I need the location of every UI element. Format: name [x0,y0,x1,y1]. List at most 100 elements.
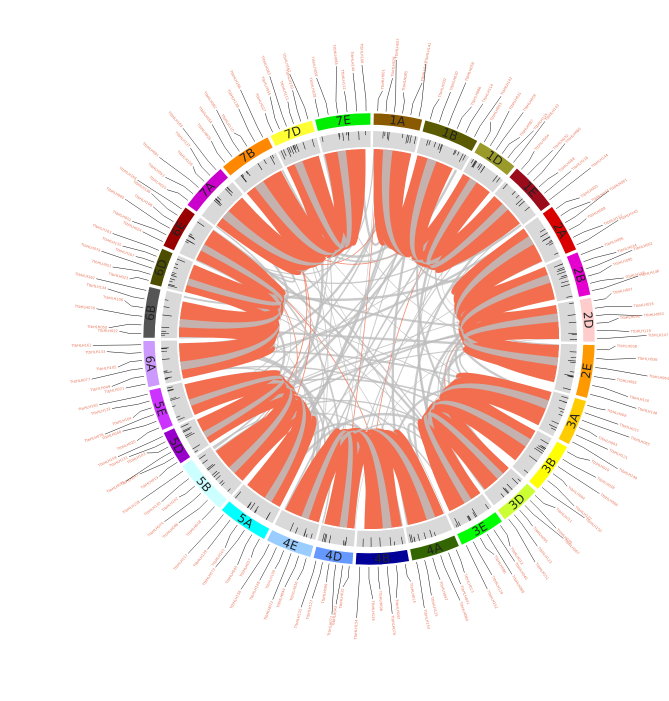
gene-connector [585,250,633,270]
chromosome-5D [163,427,191,465]
track-tick [290,146,295,155]
track-tick [286,147,292,157]
gene-label: TtbHLH030 [449,70,460,92]
track-tick [550,427,557,431]
track-tick [549,424,558,429]
track-tick [500,493,505,498]
track-tick [338,133,340,140]
density-track-1D [463,157,504,193]
gene-label: TtbHLH073 [201,567,216,587]
track-tick [410,534,414,543]
gene-label: TtbHLH075 [105,480,125,494]
gene-label: TtbHLH126 [371,600,375,622]
gene-label: TtbHLH138 [226,88,240,109]
gene-connector [119,331,142,334]
gene-connector [527,150,554,176]
gene-connector [164,493,202,522]
gene-connector [101,250,153,269]
track-tick [176,258,186,263]
gene-connector [430,98,440,120]
chromosome-1E [508,167,551,212]
gene-label: TtbHLH119 [630,329,652,334]
gene-label: TtbHLH065 [629,435,650,446]
gene-connector [567,451,591,461]
gene-connector [112,266,151,275]
gene-connector [238,108,256,142]
track-tick [570,361,576,363]
gene-connector [473,541,493,576]
gene-connector [96,308,143,317]
chromosome-label-6D: 6D [151,258,170,278]
track-tick [541,445,546,450]
gene-connector [289,73,309,120]
gene-label: TtbHLH063 [643,312,664,318]
track-tick [556,268,565,273]
gene-label: TtbHLH059 [522,93,538,113]
density-track-1B [416,137,469,171]
track-tick [339,133,341,137]
gene-connector [565,190,609,223]
gene-label: TtbHLH105 [95,365,116,371]
gene-connector [588,265,612,277]
track-tick [289,522,294,532]
chromosome-7A [186,168,229,213]
track-tick [413,536,416,542]
track-tick [215,198,221,203]
gene-label: TtbHLH090 [612,257,634,267]
gene-connector [274,550,284,569]
gene-connector [187,514,224,554]
track-tick [265,513,270,520]
track-tick [534,447,543,454]
gene-connector [117,360,143,368]
gene-label: TtbHLH062 [632,241,653,252]
track-tick [170,397,180,401]
gene-label: TtbHLH023 [107,272,128,281]
gene-connector [216,109,240,152]
track-tick [328,535,332,544]
gene-label: TtbHLH066 [599,492,619,508]
track-tick [439,144,443,150]
gene-label: TtbHLH094 [566,485,586,501]
gene-label: TtbHLH003 [489,102,503,122]
gene-connector [178,485,195,498]
gene-connector [178,499,208,523]
gene-label: TtbHLH097 [438,580,448,601]
track-tick [169,397,177,400]
gene-connector [594,306,633,309]
gene-label: TtbHLH132 [90,407,111,416]
gene-label: TtbHLH044 [276,587,287,609]
gene-label: TtbHLH167 [281,52,291,73]
gene-connector [596,318,619,324]
gene-label: TtbHLH136 [131,179,151,194]
gene-connector [596,358,636,360]
gene-label: TtbHLH158 [121,499,141,515]
track-tick [303,528,307,537]
gene-connector [394,60,397,113]
gene-connector [356,566,361,618]
track-tick [167,285,178,289]
track-tick [462,154,466,161]
gene-label: TtbHLH056 [310,55,318,77]
gene-connector [125,451,172,482]
density-track-layer [161,131,577,547]
track-tick [322,533,325,542]
gene-label: TtbHLH027 [254,92,266,113]
gene-label: TtbHLH058 [464,61,475,83]
gene-label: TtbHLH111 [279,79,290,100]
gene-connector [549,167,591,201]
track-tick [186,239,194,244]
gene-label: TtbHLH082 [202,90,217,110]
gene-connector [300,560,317,608]
gene-connector [314,98,320,117]
gene-connector [207,519,231,550]
gene-connector [507,130,534,159]
gene-connector [595,367,648,377]
track-tick [310,533,313,539]
track-tick [433,532,436,537]
gene-connector [146,446,169,454]
gene-label: TtbHLH071 [327,616,334,638]
gene-connector [331,564,337,615]
track-tick [166,386,173,389]
gene-connector [91,368,143,380]
gene-connector [211,124,233,157]
